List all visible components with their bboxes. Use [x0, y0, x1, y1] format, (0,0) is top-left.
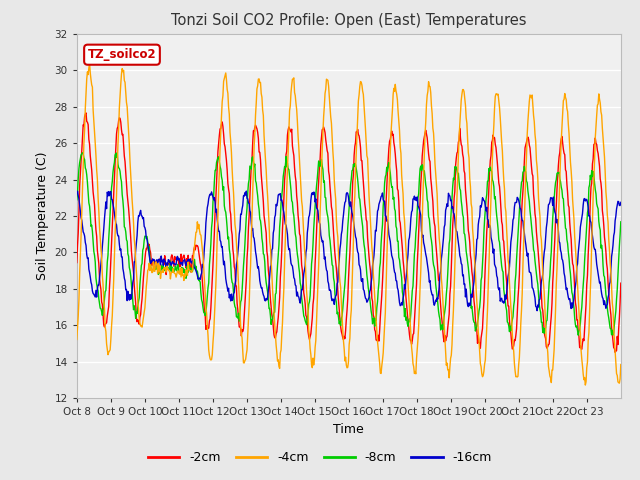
Legend: -2cm, -4cm, -8cm, -16cm: -2cm, -4cm, -8cm, -16cm: [143, 446, 497, 469]
Title: Tonzi Soil CO2 Profile: Open (East) Temperatures: Tonzi Soil CO2 Profile: Open (East) Temp…: [171, 13, 527, 28]
Text: TZ_soilco2: TZ_soilco2: [88, 48, 156, 61]
Y-axis label: Soil Temperature (C): Soil Temperature (C): [36, 152, 49, 280]
X-axis label: Time: Time: [333, 423, 364, 436]
